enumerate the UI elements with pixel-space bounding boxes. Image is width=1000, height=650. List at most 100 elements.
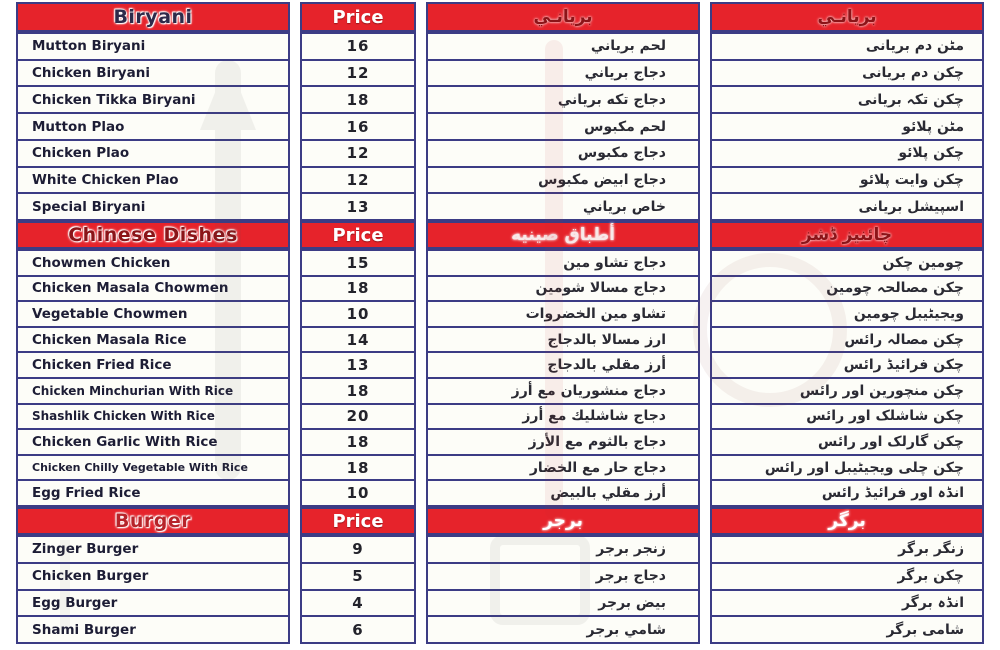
menu-item-price: 10 <box>302 479 414 505</box>
menu-item-ar: دجاج ابيض مكبوس <box>428 165 698 193</box>
section-header-biryani-ur: بريانـي <box>710 2 984 32</box>
menu-item-ur: شامی برگر <box>712 615 982 643</box>
menu-item-ar: دجاج منشوريان مع أرز <box>428 376 698 403</box>
menu-item-ar: لحم مكبوس <box>428 112 698 139</box>
menu-item-en: Chicken Chilly Vegetable With Rice <box>18 453 288 480</box>
section-header-chinese-dishes-price: Price <box>300 221 416 249</box>
menu-item-price: 12 <box>302 165 414 193</box>
menu-item-price: 4 <box>302 588 414 616</box>
menu-item-en: Special Biryani <box>18 192 288 220</box>
menu-item-en: Chicken Tikka Biryani <box>18 85 288 113</box>
menu-item-ar: دجاج برياني <box>428 58 698 86</box>
menu-item-price: 15 <box>302 251 414 275</box>
menu-item-en: White Chicken Plao <box>18 165 288 193</box>
menu-item-ur: چومین چکن <box>712 251 982 275</box>
section-rows-biryani-ur: مٹن دم بریانی چکن دم بریانی چکن تکہ بریانی… <box>710 32 984 221</box>
menu-item-ar: بيض برجر <box>428 588 698 616</box>
section-rows-chinese-dishes-price: 15 18 10 14 13 18 20 18 18 10 <box>300 249 416 507</box>
menu-item-en: Mutton Plao <box>18 112 288 139</box>
menu-item-en: Mutton Biryani <box>18 34 288 59</box>
section-header-biryani-price: Price <box>300 2 416 32</box>
menu-item-price: 18 <box>302 428 414 454</box>
section-header-burger-ar: برجر <box>426 507 700 535</box>
menu-item-en: Chicken Burger <box>18 561 288 589</box>
menu-item-en: Chicken Masala Rice <box>18 325 288 352</box>
menu-item-ur: انڈہ اور فرائیڈ رائس <box>712 479 982 505</box>
menu-item-ur: زنگر برگر <box>712 537 982 562</box>
menu-item-price: 14 <box>302 325 414 352</box>
section-rows-chinese-dishes-ar: دجاج تشاو مين دجاج مسالا شومين تشاو مين ال… <box>426 249 700 507</box>
menu-item-ur: چکن وایت پلائو <box>712 165 982 193</box>
menu-item-ar: أرز مقلي بالبيض <box>428 479 698 505</box>
section-header-burger-price: Price <box>300 507 416 535</box>
menu-item-ar: ارز مسالا بالدجاج <box>428 325 698 352</box>
menu-item-ar: دجاج تكه برياني <box>428 85 698 113</box>
section-header-burger-ur: برگر <box>710 507 984 535</box>
menu-item-price: 18 <box>302 85 414 113</box>
menu-item-ar: دجاج مسالا شومين <box>428 274 698 301</box>
column-urdu-names: بريانـي مٹن دم بریانی چکن دم بریانی چکن تکہ… <box>710 2 984 650</box>
section-header-biryani-en: Biryani <box>16 2 290 32</box>
menu-item-ar: دجاج تشاو مين <box>428 251 698 275</box>
section-rows-burger-ar: زنجر برجر دجاج برجر بيض برجر شامي برجر <box>426 535 700 645</box>
menu-item-ar: زنجر برجر <box>428 537 698 562</box>
section-rows-biryani-ar: لحم برياني دجاج برياني دجاج تكه برياني لحم … <box>426 32 700 221</box>
section-header-chinese-dishes-ur: چائنیز ڈشز <box>710 221 984 249</box>
menu-item-en: Shami Burger <box>18 615 288 643</box>
menu-item-ur: انڈہ برگر <box>712 588 982 616</box>
menu-item-price: 12 <box>302 58 414 86</box>
menu-item-ur: چکن مصالہ رائس <box>712 325 982 352</box>
menu-item-en: Vegetable Chowmen <box>18 300 288 326</box>
menu-item-en: Shashlik Chicken With Rice <box>18 402 288 429</box>
menu-item-price: 9 <box>302 537 414 562</box>
menu-item-ur: چکن دم بریانی <box>712 58 982 86</box>
menu-item-en: Chicken Biryani <box>18 58 288 86</box>
section-header-burger-en: Burger <box>16 507 290 535</box>
section-header-biryani-ar: بريانـي <box>426 2 700 32</box>
menu-item-ar: شامي برجر <box>428 615 698 643</box>
menu-item-en: Chowmen Chicken <box>18 251 288 275</box>
section-rows-chinese-dishes-ur: چومین چکن چکن مصالحہ چومین ویجیٹیبل چومین چ… <box>710 249 984 507</box>
menu-item-price: 18 <box>302 453 414 480</box>
menu-item-ar: لحم برياني <box>428 34 698 59</box>
column-english-names: Biryani Mutton Biryani Chicken Biryani Chic… <box>16 2 290 650</box>
menu-item-en: Chicken Minchurian With Rice <box>18 376 288 403</box>
menu-item-ur: چکن شاشلک اور رائس <box>712 402 982 429</box>
menu-item-en: Chicken Garlic With Rice <box>18 428 288 454</box>
menu-item-ur: ویجیٹیبل چومین <box>712 300 982 326</box>
menu-item-price: 16 <box>302 112 414 139</box>
menu-item-ur: چکن تکہ بریانی <box>712 85 982 113</box>
menu-item-price: 6 <box>302 615 414 643</box>
menu-item-ar: تشاو مين الخضروات <box>428 300 698 326</box>
menu-item-price: 10 <box>302 300 414 326</box>
section-rows-chinese-dishes-en: Chowmen Chicken Chicken Masala Chowmen Veg… <box>16 249 290 507</box>
menu-item-en: Chicken Plao <box>18 138 288 166</box>
menu-item-ur: چکن پلائو <box>712 138 982 166</box>
menu-item-ur: مٹن دم بریانی <box>712 34 982 59</box>
section-rows-burger-en: Zinger Burger Chicken Burger Egg Burger Sha… <box>16 535 290 645</box>
menu-item-ur: چکن چلی ویجیٹیبل اور رائس <box>712 453 982 480</box>
menu-item-ur: چکن مصالحہ چومین <box>712 274 982 301</box>
menu-item-ar: أرز مقلي بالدجاج <box>428 351 698 377</box>
section-rows-burger-ur: زنگر برگر چکن برگر انڈہ برگر شامی برگر <box>710 535 984 645</box>
menu-item-price: 18 <box>302 274 414 301</box>
menu-item-price: 18 <box>302 376 414 403</box>
menu-item-ur: مٹن پلائو <box>712 112 982 139</box>
section-header-chinese-dishes-ar: أطباق صينيه <box>426 221 700 249</box>
menu-item-ur: اسپیشل بریانی <box>712 192 982 220</box>
menu-item-ar: دجاج شاشليك مع أرز <box>428 402 698 429</box>
section-header-chinese-dishes-en: Chinese Dishes <box>16 221 290 249</box>
menu-item-price: 13 <box>302 351 414 377</box>
menu-item-en: Chicken Fried Rice <box>18 351 288 377</box>
menu-item-ur: چکن گارلک اور رائس <box>712 428 982 454</box>
menu-item-ur: چکن برگر <box>712 561 982 589</box>
menu-item-price: 5 <box>302 561 414 589</box>
menu-item-ar: دجاج مكبوس <box>428 138 698 166</box>
menu-item-ur: چکن فرائیڈ رائس <box>712 351 982 377</box>
menu-item-en: Egg Burger <box>18 588 288 616</box>
menu-item-price: 12 <box>302 138 414 166</box>
menu-item-en: Egg Fried Rice <box>18 479 288 505</box>
menu-item-price: 16 <box>302 34 414 59</box>
